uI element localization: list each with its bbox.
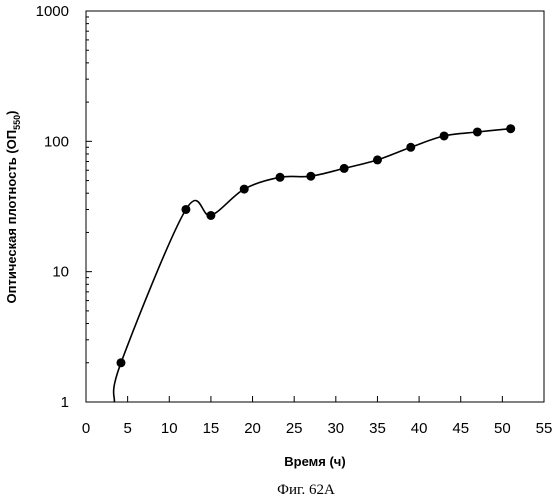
figure-caption: Фиг. 62А — [277, 482, 335, 498]
data-point — [373, 155, 382, 164]
data-point — [440, 131, 449, 140]
y-axis-title-suffix: ) — [4, 111, 19, 115]
data-point — [506, 124, 515, 133]
plot-frame — [86, 11, 544, 402]
x-tick-label: 40 — [411, 420, 428, 437]
y-tick-label: 10 — [52, 264, 69, 281]
y-axis-title: Оптическая плотность (ОП550) — [4, 111, 22, 304]
y-axis-title-main: Оптическая плотность (ОП — [4, 130, 19, 304]
series-line — [114, 129, 511, 402]
x-tick-label: 5 — [123, 420, 131, 437]
x-tick-label: 50 — [494, 420, 511, 437]
x-tick-label: 25 — [286, 420, 303, 437]
data-point — [181, 205, 190, 214]
y-axis-ticks: 1 10 100 1000 — [36, 3, 92, 411]
data-point — [116, 358, 125, 367]
y-tick-label: 1000 — [36, 3, 69, 20]
data-point — [276, 173, 285, 182]
data-point — [473, 127, 482, 136]
data-point — [240, 185, 249, 194]
x-axis-title: Время (ч) — [284, 454, 345, 469]
x-tick-label: 35 — [369, 420, 386, 437]
data-point — [406, 143, 415, 152]
x-tick-label: 45 — [452, 420, 469, 437]
data-point — [206, 211, 215, 220]
x-tick-label: 55 — [536, 420, 553, 437]
data-point — [306, 172, 315, 181]
y-axis-title-subscript: 550 — [12, 115, 22, 130]
y-tick-label: 1 — [61, 394, 69, 411]
y-tick-label: 100 — [44, 133, 69, 150]
x-tick-label: 15 — [203, 420, 220, 437]
x-tick-label: 0 — [82, 420, 90, 437]
data-point — [340, 164, 349, 173]
x-tick-label: 30 — [327, 420, 344, 437]
x-tick-label: 10 — [161, 420, 178, 437]
x-tick-label: 20 — [244, 420, 261, 437]
data-points — [116, 124, 515, 367]
